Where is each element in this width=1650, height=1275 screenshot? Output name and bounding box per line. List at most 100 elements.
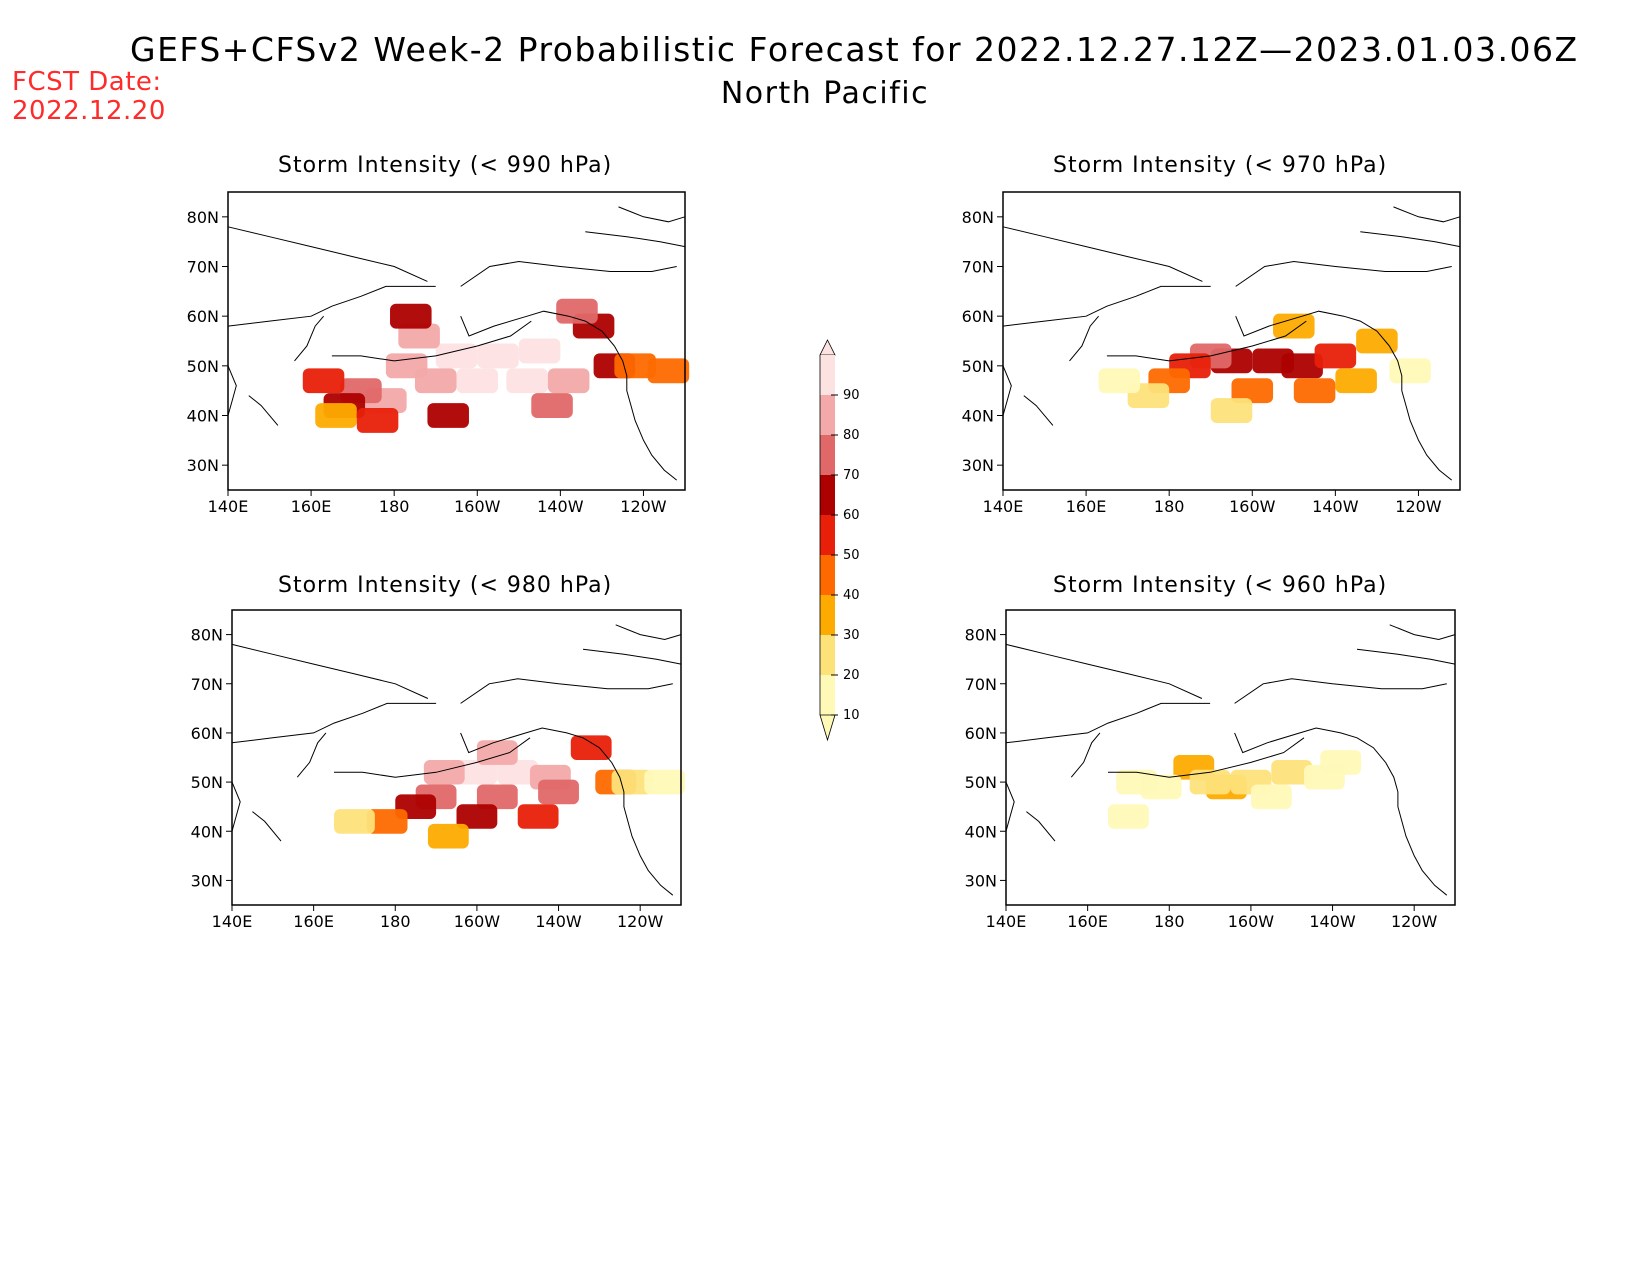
probability-cell xyxy=(1389,358,1431,384)
coastline xyxy=(334,737,531,778)
lat-label: 80N xyxy=(962,208,994,227)
coastline xyxy=(1234,727,1386,763)
lat-label: 40N xyxy=(962,407,994,426)
lat-label: 50N xyxy=(191,773,223,792)
probability-cell xyxy=(547,368,590,394)
coastline xyxy=(248,395,279,426)
lat-label: 60N xyxy=(962,307,994,326)
coastline xyxy=(1069,315,1099,362)
coastline xyxy=(1360,231,1461,248)
coastline xyxy=(227,365,237,416)
probability-cell xyxy=(517,804,559,829)
map-frame xyxy=(1005,609,1456,906)
colorbar-label: 60 xyxy=(843,508,860,523)
coastline xyxy=(460,727,612,763)
probability-cell xyxy=(1231,378,1274,404)
lat-label: 70N xyxy=(191,675,223,694)
lat-label: 70N xyxy=(965,675,997,694)
probability-cell xyxy=(1335,368,1377,394)
colorbar: 10 20 30 40 50 60 70 80 90 xyxy=(819,339,860,742)
coastline xyxy=(1002,285,1211,327)
colorbar-segment xyxy=(820,475,835,515)
coastline xyxy=(1002,365,1012,416)
forecast-date-block: FCST Date: 2022.12.20 xyxy=(12,68,166,126)
lon-label: 140E xyxy=(212,912,253,931)
forecast-date-label: FCST Date: xyxy=(12,67,162,97)
probability-cell xyxy=(538,779,579,805)
probability-cell xyxy=(518,338,561,364)
probability-cell xyxy=(476,784,518,810)
lat-label: 30N xyxy=(187,456,219,475)
coastline xyxy=(613,345,678,481)
lat-label: 30N xyxy=(962,456,994,475)
coastline xyxy=(1388,345,1453,481)
lat-label: 80N xyxy=(965,626,997,645)
coastline xyxy=(1235,310,1390,347)
coastline xyxy=(1235,260,1452,287)
colorbar-segment xyxy=(820,515,835,555)
probability-cell xyxy=(385,353,428,379)
probability-cell xyxy=(1293,378,1336,404)
lat-label: 40N xyxy=(191,822,223,841)
probability-cell xyxy=(476,740,518,765)
lon-label: 180 xyxy=(1154,497,1185,516)
lat-label: 30N xyxy=(965,871,997,890)
lat-label: 70N xyxy=(962,258,994,277)
map-panel-p970: 80N 70N 60N 50N 40N 30N 140E 160E 180 160W 140W 120… xyxy=(962,191,1461,516)
lon-label: 140E xyxy=(983,497,1024,516)
lat-label: 30N xyxy=(191,871,223,890)
map-frame xyxy=(227,191,686,491)
colorbar-label: 90 xyxy=(843,388,860,403)
lon-label: 160E xyxy=(293,912,334,931)
lon-label: 160W xyxy=(1228,912,1275,931)
coastline xyxy=(1234,678,1447,704)
map-panel-p990: 80N 70N 60N 50N 40N 30N 140E 160E 180 160W 140W 120… xyxy=(187,191,690,516)
lon-label: 140W xyxy=(537,497,584,516)
colorbar-label: 30 xyxy=(843,628,860,643)
probability-cell xyxy=(1271,759,1313,785)
lon-label: 140E xyxy=(208,497,249,516)
probability-cell xyxy=(456,804,498,829)
probability-cell xyxy=(1320,750,1362,775)
lat-label: 50N xyxy=(965,773,997,792)
lon-label: 180 xyxy=(380,912,411,931)
lat-label: 70N xyxy=(187,258,219,277)
lon-label: 180 xyxy=(1154,912,1185,931)
colorbar-label: 80 xyxy=(843,428,860,443)
lon-label: 180 xyxy=(379,497,410,516)
probability-cell xyxy=(456,759,498,785)
probability-cell xyxy=(366,809,408,834)
probability-cell xyxy=(315,403,357,428)
lon-label: 120W xyxy=(617,912,664,931)
lon-label: 160E xyxy=(1067,912,1108,931)
probability-cell xyxy=(647,358,690,384)
coastline xyxy=(1108,737,1305,778)
panel-title-970: Storm Intensity (< 970 hPa) xyxy=(1053,153,1388,178)
probability-cell xyxy=(456,368,499,394)
probability-cell xyxy=(1250,784,1292,810)
lon-label: 160E xyxy=(291,497,332,516)
coastline xyxy=(585,231,686,248)
colorbar-top-tip xyxy=(819,339,836,356)
lon-label: 140W xyxy=(535,912,582,931)
coastline xyxy=(460,260,677,287)
probability-cell xyxy=(1210,398,1253,423)
coastline xyxy=(1005,702,1211,744)
probability-cell xyxy=(1273,313,1315,339)
coastline xyxy=(231,702,437,744)
probability-cell xyxy=(1189,769,1231,795)
coastline xyxy=(460,310,615,347)
coastline xyxy=(252,811,282,842)
coastline xyxy=(1005,643,1203,699)
probability-cell xyxy=(1314,343,1357,369)
map-frame xyxy=(231,609,682,906)
probability-cell xyxy=(611,769,653,795)
colorbar-segment xyxy=(820,355,835,395)
lat-label: 60N xyxy=(187,307,219,326)
coastline xyxy=(294,315,324,362)
probability-cell xyxy=(1116,769,1158,795)
probability-cell xyxy=(1281,353,1323,379)
map-panel-p980: 80N 70N 60N 50N 40N 30N 140E 160E 180 160W 140W 120… xyxy=(191,609,686,931)
map-panel-p960: 80N 70N 60N 50N 40N 30N 140E 160E 180 160W 140W 120… xyxy=(965,609,1456,931)
